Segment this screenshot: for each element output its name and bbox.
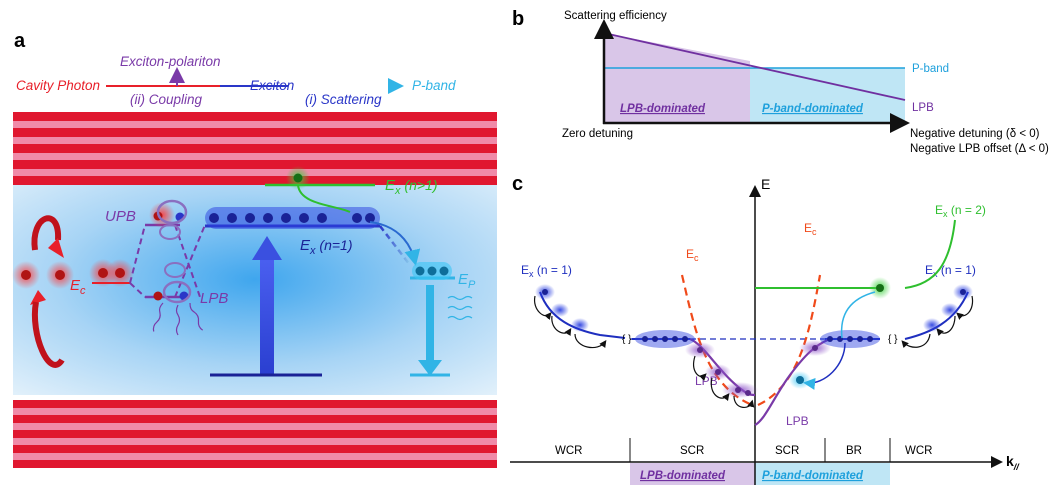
pband-emission-waves [447,295,473,321]
pump-arrow-shaft [260,258,274,375]
region-lpb-fill [604,33,750,123]
ex-n2-curve [904,219,956,289]
upb-label: UPB [105,208,136,225]
n2-to-exciton-arrow [840,291,876,339]
pband-down-arrow-head [418,360,442,376]
panel-b-xlabel-end-2: Negative LPB offset (Δ < 0) [910,143,1049,155]
ex-right-curve [904,291,969,340]
exciton-polariton-label: Exciton-polariton [120,54,221,69]
cavity-photon-label: Cavity Photon [16,78,100,93]
ec-curve-right [757,274,822,406]
exciton-label: Exciton [250,78,294,93]
panel-c-xaxis-label: k// [1006,453,1020,472]
ep-label: EP [458,271,476,291]
region-scr-left: SCR [680,445,704,457]
break-left: { } [622,334,632,345]
lpb-emission-waves [152,302,204,336]
panel-b-region-pband: P-band-dominated [762,103,864,115]
ex-n2-particle [876,284,884,292]
panel-b-xlabel-end-1: Negative detuning (δ < 0) [910,128,1040,140]
pband-particles [412,262,452,280]
ngt1-relax-arrow [297,184,351,213]
region-wcr-left: WCR [555,445,582,457]
panel-c-particles [542,289,966,342]
panel-c-region-strips [630,463,890,485]
lpb-right-label: LPB [786,414,809,428]
panel-b-ylabel: Scattering efficiency [564,10,667,22]
panel-c-label: c [512,173,523,195]
ex-left-curve [539,291,626,339]
polariton-dashes [129,224,206,298]
cavity-roundtrip-arrows [30,215,65,368]
cavity-photons [12,259,134,289]
pump-arrow-head [252,236,282,260]
panel-b-region-lpb: LPB-dominated [620,103,706,115]
region-scr-right: SCR [775,445,799,457]
top-mirror [13,112,497,185]
p-band-label: P-band [412,78,456,93]
panel-c-particle-glows [535,284,973,398]
exciton-particles [205,207,380,229]
ex-left-label: Ex (n = 1) [521,263,572,279]
ec-right-label: Ec [804,221,817,237]
polariton-rings [149,199,192,304]
ex-n1-label: Ex (n=1) [300,237,352,257]
panel-b-pband-label: P-band [912,63,949,75]
panel-b-label: b [512,8,524,30]
region-br: BR [846,445,862,457]
ex-ngt1-particle [293,173,303,183]
coupling-label: (ii) Coupling [130,92,203,107]
panel-c-lpb-particles [697,345,818,396]
panel-a-label: a [14,30,26,52]
panel-c-region-lpb: LPB-dominated [640,470,726,482]
ec-label: Ec [70,277,86,297]
panel-c-pband-particle [796,376,804,384]
break-right: { } [888,334,898,345]
panel-c-region-pband: P-band-dominated [762,470,864,482]
region-pband-fill [750,68,905,123]
lpb-label: LPB [200,290,228,307]
exciton-to-pband-arrow [803,342,846,390]
region-wcr-right: WCR [905,445,932,457]
ex-n2-label: Ex (n = 2) [935,203,986,219]
scattering-label: (i) Scattering [305,92,382,107]
panel-b-xlabel-start: Zero detuning [562,128,633,140]
panel-a-flow-header: Cavity Photon Exciton-polariton (ii) Cou… [16,54,456,107]
panel-c-yaxis-label: E [761,176,770,192]
panel-b-plot [594,19,910,133]
panel-c-relax-arrows [533,295,974,408]
panel-b-lpb-label: LPB [912,102,934,114]
ec-left-label: Ec [686,247,699,263]
panel-c-region-dividers [629,438,891,462]
ex-ngt1-label: Ex (n>1) [385,177,437,197]
scatter-to-pband-arrow [369,221,421,266]
bottom-mirror [13,400,497,468]
lpb-line [603,32,906,101]
